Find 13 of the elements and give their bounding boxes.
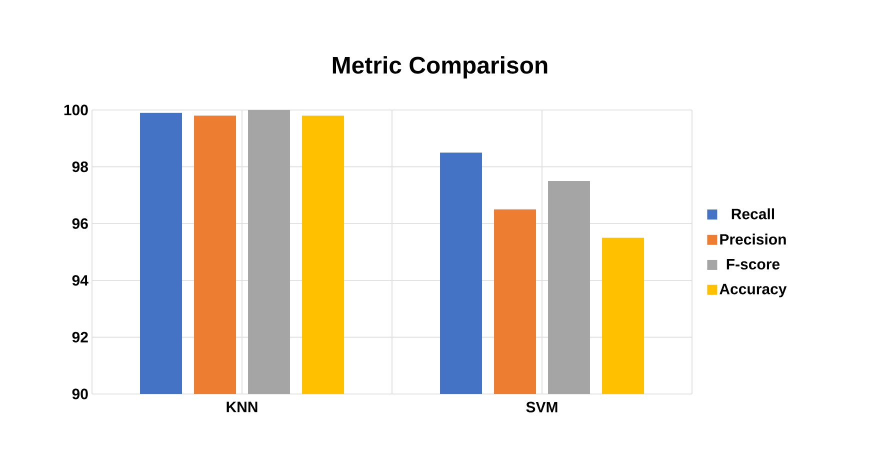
- y-tick-label: 94: [72, 275, 88, 286]
- y-tick-label: 92: [72, 332, 88, 343]
- y-tick-label: 100: [64, 104, 88, 116]
- y-tick-label: 96: [72, 218, 88, 229]
- y-tick-label: 90: [72, 388, 88, 400]
- legend-label: F-score: [726, 259, 780, 270]
- chart-title: Metric Comparison: [332, 56, 548, 78]
- x-tick-label: KNN: [226, 402, 258, 412]
- legend-label: Precision: [720, 234, 786, 245]
- legend-label: Recall: [732, 208, 774, 220]
- legend-label: Accuracy: [720, 284, 787, 298]
- y-tick-label: 98: [72, 161, 88, 172]
- x-tick-label: SVM: [526, 402, 558, 412]
